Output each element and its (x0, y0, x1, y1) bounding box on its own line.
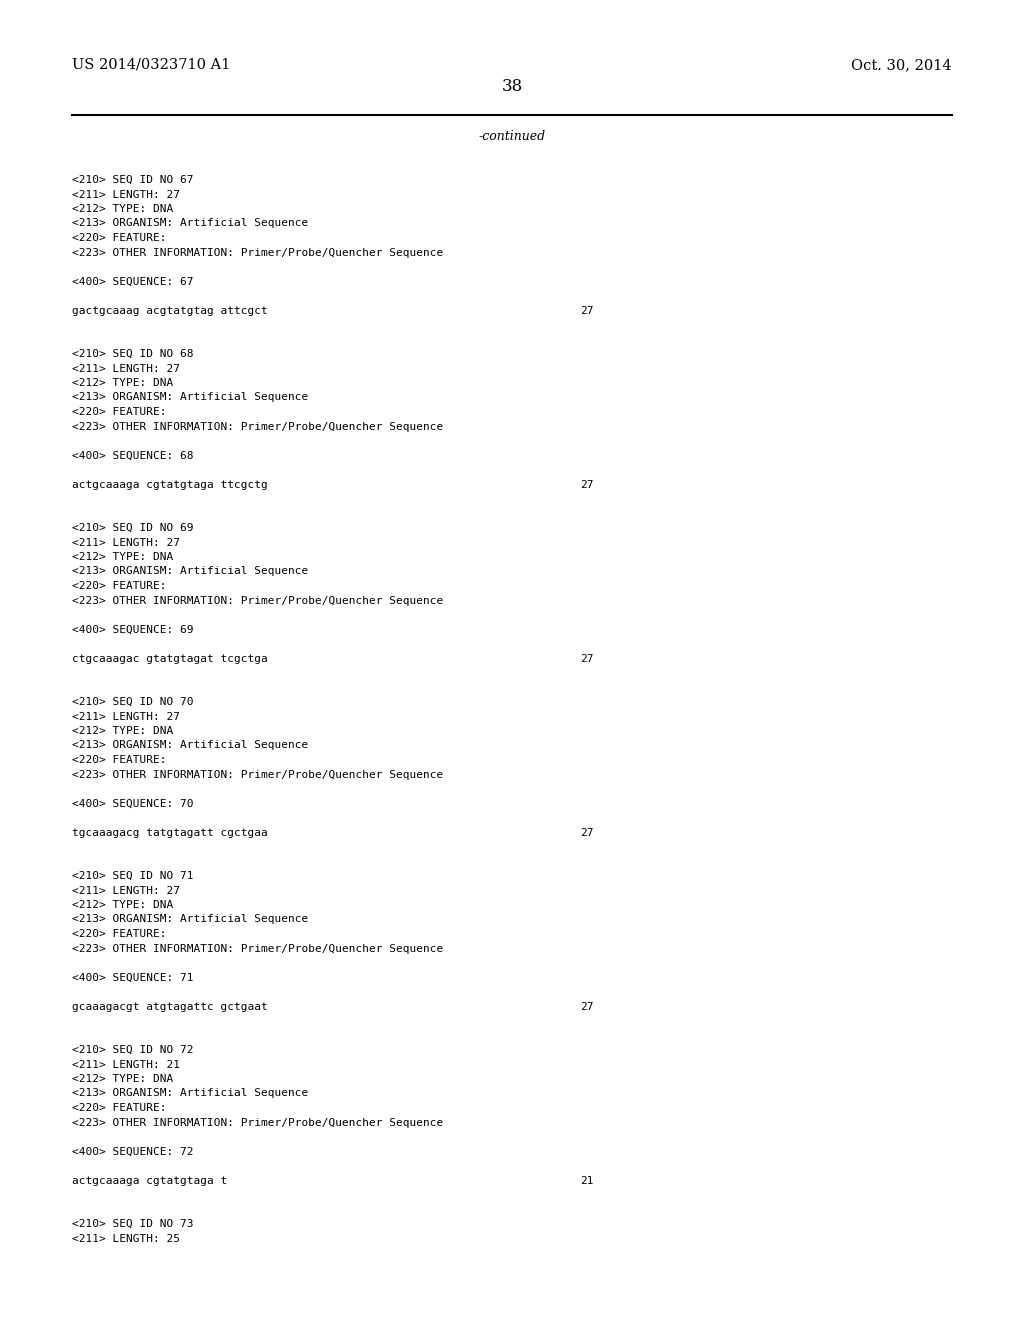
Text: <223> OTHER INFORMATION: Primer/Probe/Quencher Sequence: <223> OTHER INFORMATION: Primer/Probe/Qu… (72, 770, 443, 780)
Text: 27: 27 (580, 653, 594, 664)
Text: <213> ORGANISM: Artificial Sequence: <213> ORGANISM: Artificial Sequence (72, 392, 308, 403)
Text: <223> OTHER INFORMATION: Primer/Probe/Quencher Sequence: <223> OTHER INFORMATION: Primer/Probe/Qu… (72, 595, 443, 606)
Text: <213> ORGANISM: Artificial Sequence: <213> ORGANISM: Artificial Sequence (72, 1089, 308, 1098)
Text: -continued: -continued (478, 129, 546, 143)
Text: <223> OTHER INFORMATION: Primer/Probe/Quencher Sequence: <223> OTHER INFORMATION: Primer/Probe/Qu… (72, 944, 443, 953)
Text: <213> ORGANISM: Artificial Sequence: <213> ORGANISM: Artificial Sequence (72, 915, 308, 924)
Text: <210> SEQ ID NO 69: <210> SEQ ID NO 69 (72, 523, 194, 533)
Text: <212> TYPE: DNA: <212> TYPE: DNA (72, 900, 173, 909)
Text: <210> SEQ ID NO 70: <210> SEQ ID NO 70 (72, 697, 194, 708)
Text: <211> LENGTH: 27: <211> LENGTH: 27 (72, 537, 180, 548)
Text: tgcaaagacg tatgtagatt cgctgaa: tgcaaagacg tatgtagatt cgctgaa (72, 828, 267, 837)
Text: gactgcaaag acgtatgtag attcgct: gactgcaaag acgtatgtag attcgct (72, 305, 267, 315)
Text: <212> TYPE: DNA: <212> TYPE: DNA (72, 205, 173, 214)
Text: <212> TYPE: DNA: <212> TYPE: DNA (72, 378, 173, 388)
Text: <400> SEQUENCE: 69: <400> SEQUENCE: 69 (72, 624, 194, 635)
Text: <210> SEQ ID NO 72: <210> SEQ ID NO 72 (72, 1045, 194, 1055)
Text: <213> ORGANISM: Artificial Sequence: <213> ORGANISM: Artificial Sequence (72, 219, 308, 228)
Text: <211> LENGTH: 21: <211> LENGTH: 21 (72, 1060, 180, 1069)
Text: <400> SEQUENCE: 67: <400> SEQUENCE: 67 (72, 276, 194, 286)
Text: gcaaagacgt atgtagattc gctgaat: gcaaagacgt atgtagattc gctgaat (72, 1002, 267, 1011)
Text: <213> ORGANISM: Artificial Sequence: <213> ORGANISM: Artificial Sequence (72, 741, 308, 751)
Text: <211> LENGTH: 25: <211> LENGTH: 25 (72, 1233, 180, 1243)
Text: actgcaaaga cgtatgtaga t: actgcaaaga cgtatgtaga t (72, 1176, 227, 1185)
Text: <210> SEQ ID NO 68: <210> SEQ ID NO 68 (72, 348, 194, 359)
Text: Oct. 30, 2014: Oct. 30, 2014 (851, 58, 952, 73)
Text: <220> FEATURE:: <220> FEATURE: (72, 929, 167, 939)
Text: <220> FEATURE:: <220> FEATURE: (72, 1104, 167, 1113)
Text: <400> SEQUENCE: 72: <400> SEQUENCE: 72 (72, 1147, 194, 1156)
Text: actgcaaaga cgtatgtaga ttcgctg: actgcaaaga cgtatgtaga ttcgctg (72, 479, 267, 490)
Text: <220> FEATURE:: <220> FEATURE: (72, 234, 167, 243)
Text: <212> TYPE: DNA: <212> TYPE: DNA (72, 1074, 173, 1084)
Text: <400> SEQUENCE: 70: <400> SEQUENCE: 70 (72, 799, 194, 808)
Text: <212> TYPE: DNA: <212> TYPE: DNA (72, 552, 173, 562)
Text: <220> FEATURE:: <220> FEATURE: (72, 755, 167, 766)
Text: 27: 27 (580, 305, 594, 315)
Text: 27: 27 (580, 479, 594, 490)
Text: US 2014/0323710 A1: US 2014/0323710 A1 (72, 58, 230, 73)
Text: <211> LENGTH: 27: <211> LENGTH: 27 (72, 190, 180, 199)
Text: <213> ORGANISM: Artificial Sequence: <213> ORGANISM: Artificial Sequence (72, 566, 308, 577)
Text: 38: 38 (502, 78, 522, 95)
Text: <223> OTHER INFORMATION: Primer/Probe/Quencher Sequence: <223> OTHER INFORMATION: Primer/Probe/Qu… (72, 248, 443, 257)
Text: <210> SEQ ID NO 71: <210> SEQ ID NO 71 (72, 871, 194, 880)
Text: 21: 21 (580, 1176, 594, 1185)
Text: ctgcaaagac gtatgtagat tcgctga: ctgcaaagac gtatgtagat tcgctga (72, 653, 267, 664)
Text: <211> LENGTH: 27: <211> LENGTH: 27 (72, 711, 180, 722)
Text: <223> OTHER INFORMATION: Primer/Probe/Quencher Sequence: <223> OTHER INFORMATION: Primer/Probe/Qu… (72, 1118, 443, 1127)
Text: <220> FEATURE:: <220> FEATURE: (72, 581, 167, 591)
Text: 27: 27 (580, 828, 594, 837)
Text: <210> SEQ ID NO 67: <210> SEQ ID NO 67 (72, 176, 194, 185)
Text: <400> SEQUENCE: 68: <400> SEQUENCE: 68 (72, 450, 194, 461)
Text: <212> TYPE: DNA: <212> TYPE: DNA (72, 726, 173, 737)
Text: <223> OTHER INFORMATION: Primer/Probe/Quencher Sequence: <223> OTHER INFORMATION: Primer/Probe/Qu… (72, 421, 443, 432)
Text: 27: 27 (580, 1002, 594, 1011)
Text: <220> FEATURE:: <220> FEATURE: (72, 407, 167, 417)
Text: <210> SEQ ID NO 73: <210> SEQ ID NO 73 (72, 1218, 194, 1229)
Text: <400> SEQUENCE: 71: <400> SEQUENCE: 71 (72, 973, 194, 982)
Text: <211> LENGTH: 27: <211> LENGTH: 27 (72, 363, 180, 374)
Text: <211> LENGTH: 27: <211> LENGTH: 27 (72, 886, 180, 895)
